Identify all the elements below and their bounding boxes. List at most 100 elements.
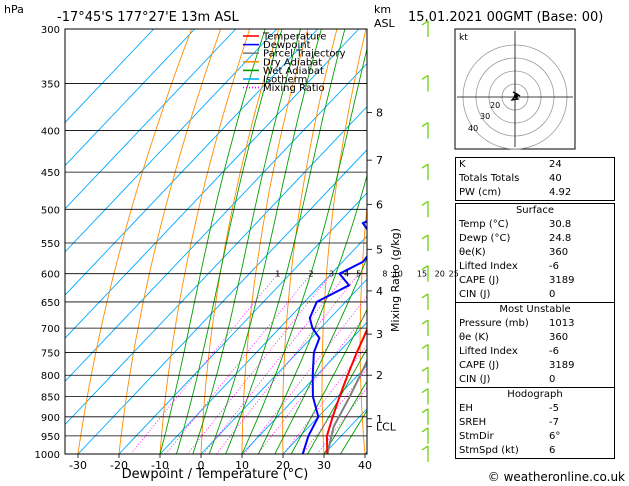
mixing-ratio-label: 15 [417, 270, 427, 279]
pressure-tick-label: 850 [41, 393, 60, 404]
index-value: 4.92 [549, 187, 572, 198]
mixing-ratio-axis-label: Mixing Ratio (g/kg) [389, 228, 402, 332]
mixing-ratio-line [165, 273, 312, 454]
surface-label: Lifted Index [459, 261, 518, 272]
altitude-tick-label: LCL [376, 420, 397, 433]
temperature-tick-labels: -30 -20 -10 0 10 20 30 40 [69, 454, 372, 472]
pressure-tick-label: 900 [41, 413, 60, 424]
hodo-label: SREH [459, 417, 487, 428]
hodograph-ring-label-20: 20 [490, 101, 500, 110]
wind-barb-flag [421, 388, 429, 394]
index-row: PW (cm) 4.92 [456, 186, 614, 200]
isotherm [65, 29, 155, 124]
pressure-tick-label: 350 [41, 79, 60, 90]
surface-row: Temp (°C) 30.8 [456, 218, 614, 232]
legend-entry: Mixing Ratio [263, 83, 325, 94]
surface-label: CIN (J) [459, 289, 491, 300]
wind-barb-flag [421, 234, 429, 240]
pressure-tick-label: 950 [41, 432, 60, 443]
pressure-tick-label: 450 [41, 168, 60, 179]
km-label: km [374, 3, 391, 16]
isotherm [282, 364, 367, 454]
altitude-tick-label: 5 [376, 243, 383, 256]
surface-row: Dewp (°C) 24.8 [456, 232, 614, 246]
altitude-tick-label: 6 [376, 198, 383, 211]
mu-row: CIN (J) 0 [456, 373, 614, 387]
wind-barb-flag [421, 163, 429, 169]
wet-adiabat [290, 308, 367, 454]
index-value: 40 [549, 173, 562, 184]
altitude-tick-label: 3 [376, 328, 383, 341]
hodo-value: -7 [549, 417, 559, 428]
mixing-ratio-line [187, 273, 332, 454]
mu-value: -6 [549, 346, 559, 357]
hodo-value: 6° [549, 431, 561, 442]
surface-value: 360 [549, 247, 569, 258]
isotherm-lines [65, 29, 367, 454]
temperature-tick-label: -10 [151, 459, 169, 472]
hodograph-stats-title: Hodograph [456, 387, 614, 402]
mixing-ratio-line [203, 273, 347, 454]
surface-label: θe(K) [459, 247, 486, 258]
mu-row: CAPE (J) 3189 [456, 359, 614, 373]
pressure-tick-label: 1000 [35, 450, 60, 461]
isotherm [65, 29, 196, 167]
asl-label: ASL [374, 17, 396, 30]
surface-label: CAPE (J) [459, 275, 500, 286]
mixing-ratio-labels: 1 2 3 4 5 8 10 15 20 25 [275, 270, 459, 279]
wind-barb-flag [421, 319, 429, 325]
wet-adiabat [307, 347, 367, 454]
pressure-tick-label: 700 [41, 324, 60, 335]
most-unstable-title: Most Unstable [456, 302, 614, 317]
hodo-label: StmSpd (kt) [459, 445, 519, 456]
hodo-label: EH [459, 403, 473, 414]
wind-barb-flag [421, 200, 429, 206]
wind-barb-flag [421, 122, 429, 128]
pressure-tick-label: 300 [41, 25, 60, 36]
surface-value: 24.8 [549, 233, 572, 244]
mu-value: 360 [549, 332, 569, 343]
mixing-ratio-label: 10 [393, 270, 403, 279]
mixing-ratio-lines [130, 273, 367, 454]
hodo-row: StmDir 6° [456, 430, 614, 444]
wind-barb-flag [421, 343, 429, 349]
dry-adiabat [433, 29, 453, 454]
temperature-tick-label: 10 [235, 459, 249, 472]
surface-value: 3189 [549, 275, 575, 286]
mixing-ratio-line [243, 295, 367, 454]
x-axis-label: Dewpoint / Temperature (°C) [122, 467, 309, 482]
pressure-tick-label: 750 [41, 348, 60, 359]
wind-barb-flag [421, 366, 429, 372]
isotherm [77, 149, 367, 454]
pressure-tick-label: 400 [41, 127, 60, 138]
surface-row: CIN (J) 0 [456, 288, 614, 302]
surface-box: Surface Temp (°C) 30.8 Dewp (°C) 24.8 θe(K… [455, 203, 615, 459]
legend-entry: Dewpoint [263, 40, 311, 51]
mixing-ratio-label: 8 [382, 270, 387, 279]
mixing-ratio-label: 4 [344, 270, 349, 279]
indices-top-box: K 24 Totals Totals 40 PW (cm) 4.92 [455, 157, 615, 201]
mu-label: CAPE (J) [459, 360, 500, 371]
surface-value: 0 [549, 289, 556, 300]
wind-barb-flag [421, 265, 429, 271]
surface-row: CAPE (J) 3189 [456, 274, 614, 288]
mu-label: CIN (J) [459, 374, 491, 385]
mixing-ratio-label: 2 [308, 270, 313, 279]
index-row: K 24 [456, 158, 614, 172]
legend-entry: Wet Adiabat [263, 66, 324, 77]
legend-entry: Dry Adiabat [263, 57, 322, 68]
temperature-tick-label: 30 [317, 459, 331, 472]
altitude-tick-label: 8 [376, 106, 383, 119]
watermark: © weatheronline.co.uk [488, 470, 625, 484]
mixing-ratio-line [215, 273, 360, 454]
temperature-tick-label: 20 [276, 459, 290, 472]
altitude-tick-label: 4 [376, 285, 383, 298]
hodograph-storm-motion [513, 93, 519, 99]
surface-row: θe(K) 360 [456, 246, 614, 260]
index-label: K [459, 159, 466, 170]
temperature-tick-label: 40 [358, 459, 372, 472]
mixing-ratio-label: 20 [435, 270, 445, 279]
